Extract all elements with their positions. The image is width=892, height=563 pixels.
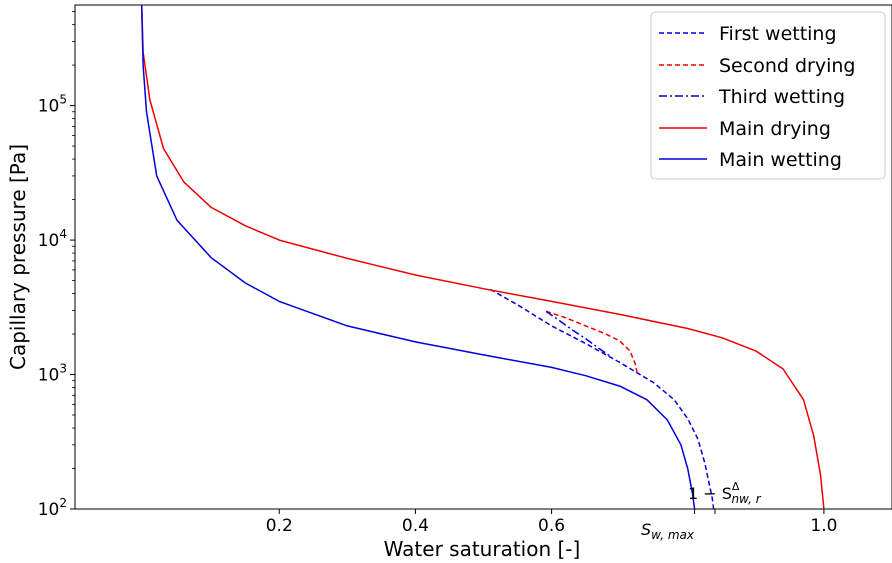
series-line-third-wetting (545, 310, 612, 358)
legend-label-third-wetting: Third wetting (718, 86, 845, 108)
y-tick-label: 103 (38, 362, 67, 386)
series-line-main-drying (140, 5, 825, 509)
legend-label-first-wetting: First wetting (719, 23, 837, 45)
sw-max-annotation: Sw, max (641, 520, 695, 542)
x-tick-label: 0.4 (402, 516, 429, 536)
series-line-second-drying (545, 310, 639, 375)
legend-label-main-wetting: Main wetting (719, 149, 842, 171)
legend-box (650, 11, 886, 180)
y-tick-label: 105 (38, 93, 67, 117)
x-tick-label: 1.0 (810, 516, 837, 536)
x-tick-label: 0.2 (266, 516, 293, 536)
legend: First wetting Second drying Third wettin… (650, 11, 886, 180)
x-tick-label: 0.6 (538, 516, 565, 536)
y-axis-label: Capillary pressure [Pa] (6, 144, 30, 370)
series-line-first-wetting (489, 288, 715, 509)
y-tick-label: 104 (38, 227, 67, 251)
series-line-main-wetting (140, 5, 696, 509)
snwr-annotation: 1 − SΔ nw, r (688, 480, 762, 506)
legend-label-main-drying: Main drying (719, 118, 831, 140)
legend-label-second-drying: Second drying (719, 55, 855, 77)
x-axis-label: Water saturation [-] (384, 537, 581, 561)
y-tick-label: 102 (38, 496, 67, 520)
